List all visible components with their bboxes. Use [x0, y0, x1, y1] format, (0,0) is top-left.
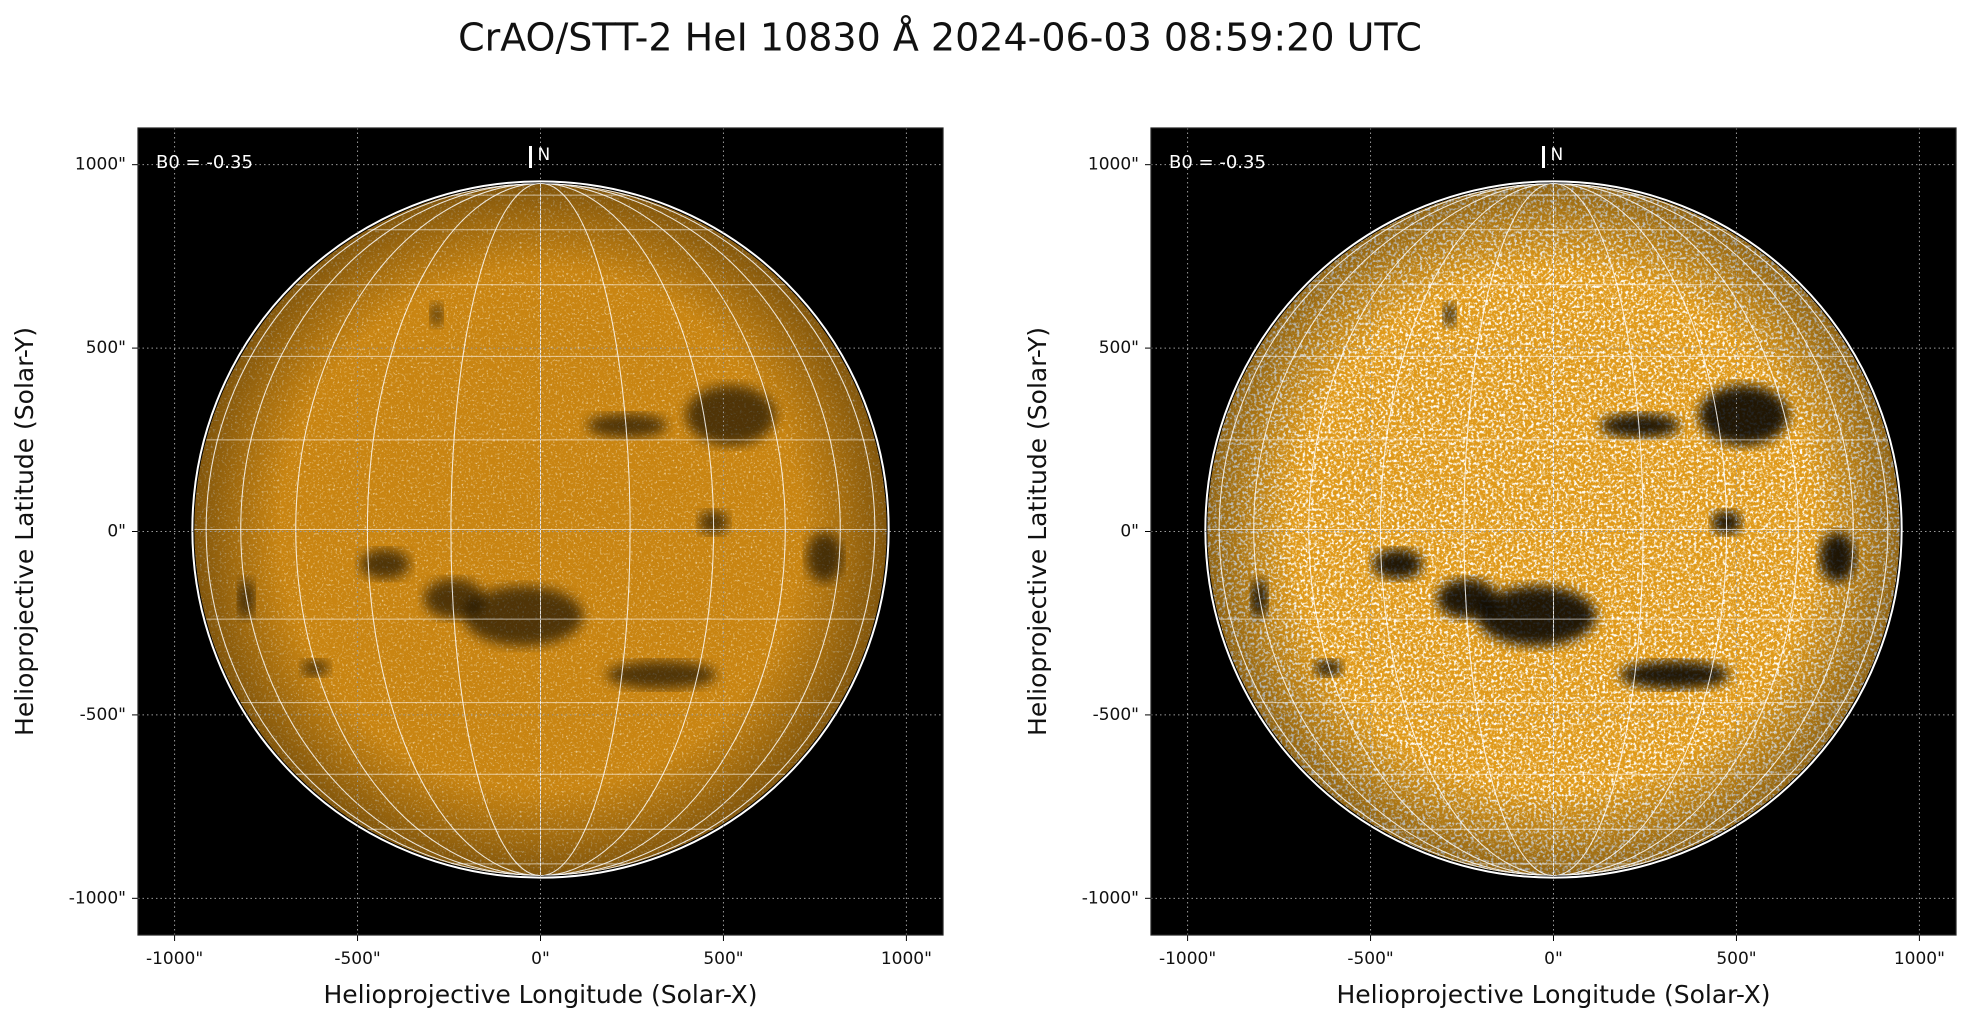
x-axis-label: Helioprojective Longitude (Solar-X)	[323, 980, 757, 1009]
y-tick-label: -1000"	[69, 888, 126, 908]
y-tick-label: 1000"	[1088, 155, 1139, 175]
plot-frame	[137, 127, 944, 936]
plot-frame	[1150, 127, 1957, 936]
x-tick-label: 1000"	[881, 949, 932, 969]
x-tick-label: 500"	[1716, 949, 1756, 969]
longitude-line	[240, 183, 841, 876]
y-tick-label: -500"	[80, 705, 126, 725]
longitude-line	[1253, 183, 1854, 876]
y-tick-label: 500"	[86, 338, 126, 358]
x-tick-label: 0"	[531, 949, 550, 969]
longitude-line	[366, 183, 715, 876]
longitude-line	[1379, 183, 1728, 876]
longitude-line	[1218, 183, 1889, 876]
x-tick-label: -500"	[1347, 949, 1393, 969]
north-label: N	[538, 145, 551, 165]
x-tick-label: 500"	[703, 949, 743, 969]
x-tick-label: 0"	[1544, 949, 1563, 969]
x-axis-label: Helioprojective Longitude (Solar-X)	[1336, 980, 1770, 1009]
y-tick-label: 0"	[107, 522, 126, 542]
limb	[191, 180, 890, 879]
annotation: B0 = -0.35	[156, 152, 253, 173]
panel: -1000" -500" 0" 500" 1000" -1000" -500" 0" 500" 1…	[1023, 127, 1957, 1009]
y-tick-label: 500"	[1099, 338, 1139, 358]
x-tick-label: 1000"	[1894, 949, 1945, 969]
limb	[1204, 180, 1903, 879]
panel: -1000" -500" 0" 500" 1000" -1000" -500" 0" 500" 1…	[10, 127, 944, 1009]
y-tick-label: -500"	[1093, 705, 1139, 725]
longitude-line	[450, 183, 631, 876]
y-tick-label: 0"	[1120, 522, 1139, 542]
longitude-line	[1463, 183, 1644, 876]
y-axis-label: Helioprojective Latitude (Solar-Y)	[10, 327, 39, 736]
y-tick-label: 1000"	[75, 155, 126, 175]
y-tick-label: -1000"	[1082, 888, 1139, 908]
north-label: N	[1551, 145, 1564, 165]
annotation: B0 = -0.35	[1169, 152, 1266, 173]
figure-title: CrAO/STT-2 HeI 10830 Å 2024-06-03 08:59:…	[458, 16, 1422, 60]
x-tick-label: -500"	[334, 949, 380, 969]
longitude-line	[205, 183, 876, 876]
y-axis-label: Helioprojective Latitude (Solar-Y)	[1023, 327, 1052, 736]
longitude-line	[1308, 183, 1799, 876]
x-tick-label: -1000"	[1159, 949, 1216, 969]
longitude-line	[295, 183, 786, 876]
x-tick-label: -1000"	[146, 949, 203, 969]
